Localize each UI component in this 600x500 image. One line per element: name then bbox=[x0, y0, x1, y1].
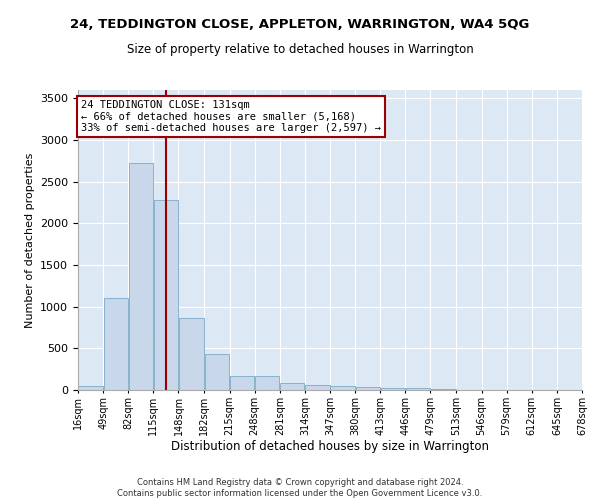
Bar bbox=[280, 382, 304, 390]
Bar bbox=[305, 384, 329, 390]
Bar bbox=[431, 389, 456, 390]
Bar bbox=[230, 376, 254, 390]
Text: 24 TEDDINGTON CLOSE: 131sqm
← 66% of detached houses are smaller (5,168)
33% of : 24 TEDDINGTON CLOSE: 131sqm ← 66% of det… bbox=[81, 100, 381, 133]
Bar bbox=[356, 387, 380, 390]
Bar bbox=[154, 200, 178, 390]
Bar bbox=[380, 388, 405, 390]
Bar bbox=[128, 162, 153, 390]
Bar bbox=[331, 386, 355, 390]
X-axis label: Distribution of detached houses by size in Warrington: Distribution of detached houses by size … bbox=[171, 440, 489, 454]
Bar bbox=[406, 388, 430, 390]
Bar bbox=[205, 354, 229, 390]
Bar bbox=[104, 298, 128, 390]
Bar bbox=[255, 376, 280, 390]
Y-axis label: Number of detached properties: Number of detached properties bbox=[25, 152, 35, 328]
Text: Contains HM Land Registry data © Crown copyright and database right 2024.
Contai: Contains HM Land Registry data © Crown c… bbox=[118, 478, 482, 498]
Bar bbox=[179, 318, 204, 390]
Text: Size of property relative to detached houses in Warrington: Size of property relative to detached ho… bbox=[127, 42, 473, 56]
Text: 24, TEDDINGTON CLOSE, APPLETON, WARRINGTON, WA4 5QG: 24, TEDDINGTON CLOSE, APPLETON, WARRINGT… bbox=[70, 18, 530, 30]
Bar bbox=[79, 386, 103, 390]
